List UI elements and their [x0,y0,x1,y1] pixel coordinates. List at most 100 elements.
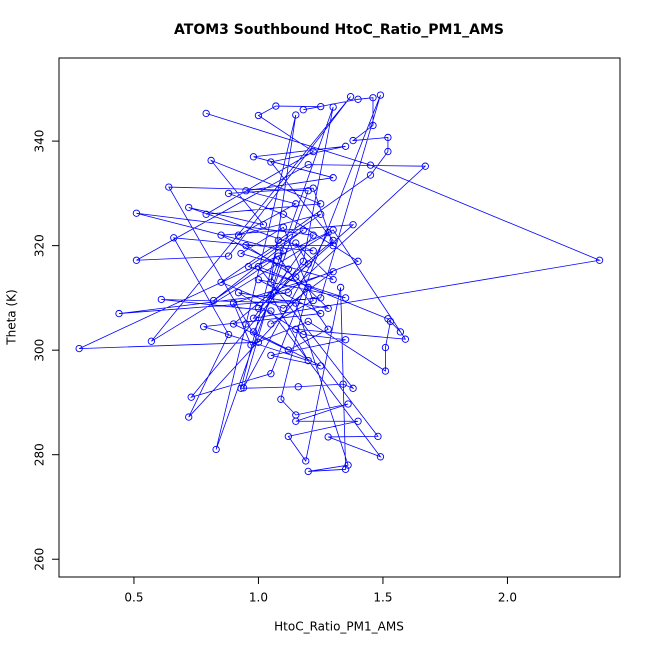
y-tick-label: 300 [33,339,47,362]
data-point [309,184,317,192]
data-point [217,278,225,286]
data-point [249,314,258,322]
y-tick-label: 320 [33,234,47,257]
data-point [341,142,350,150]
data-point [304,356,312,365]
data-point [595,256,604,264]
data-point [157,295,165,304]
y-tick-label: 340 [33,130,47,153]
x-axis-label: HtoC_Ratio_PM1_AMS [274,620,404,634]
data-point [324,325,332,333]
data-point [274,252,283,260]
data-point [185,203,193,212]
data-point [366,171,375,179]
data-point [381,367,390,375]
data-point [339,380,347,388]
data-point [336,283,345,292]
data-point [170,234,178,242]
data-point [254,275,263,284]
y-tick-label: 280 [33,443,47,466]
data-point [185,413,193,421]
series-line [79,94,602,472]
data-point [329,174,337,182]
data-point [369,94,377,102]
data-point [376,91,385,99]
data-point [267,351,275,360]
data-point [229,320,238,328]
data-point [366,161,375,169]
data-point [309,296,317,305]
data-point [224,252,233,260]
data-point [344,400,352,408]
data-point [267,278,275,286]
data-point [279,247,288,255]
data-point [304,467,312,476]
data-point [346,93,355,101]
data-point [247,341,255,349]
plot-frame [58,57,621,578]
data-point [292,239,300,247]
data-point [384,133,392,142]
data-point [304,283,312,292]
data-point [329,103,337,111]
data-point [242,187,250,195]
data-point [292,299,300,307]
data-point [284,432,292,441]
data-point [309,247,317,255]
data-point [279,210,288,218]
data-point [354,257,362,265]
data-point [244,262,253,271]
data-point [132,256,141,264]
x-tick-label: 1.5 [373,591,392,605]
data-point [317,210,325,218]
chart-title: ATOM3 Southbound HtoC_Ratio_PM1_AMS [174,22,504,38]
data-point [234,231,243,239]
data-point [242,320,250,328]
data-point [212,445,220,454]
data-point [341,294,350,302]
data-point [209,296,218,305]
data-point [349,384,357,392]
data-point [299,330,307,339]
data-point [317,362,325,370]
data-point [277,395,285,403]
data-point [254,262,263,271]
data-point [329,268,337,276]
data-point [329,275,337,284]
data-point [317,200,325,208]
data-point [207,156,215,165]
data-point [187,393,195,401]
data-point [329,236,337,245]
data-point [349,136,357,145]
data-point [249,153,258,161]
data-point [354,417,362,425]
data-point [309,231,317,239]
y-tick-label: 260 [33,548,47,571]
data-point [249,328,258,336]
data-point [381,343,390,352]
data-point [421,162,429,170]
data-point [202,109,210,118]
data-point [267,307,275,315]
data-point [132,209,141,217]
data-point [324,433,332,441]
data-point [254,338,263,346]
x-tick-label: 2.0 [498,591,517,605]
data-point [401,335,410,343]
data-point [299,226,307,234]
data-point [200,322,208,331]
x-tick-label: 1.0 [249,591,268,605]
data-point [115,309,123,318]
data-point [237,249,245,258]
data-point [304,160,312,169]
data-point [349,221,357,229]
data-point [384,147,392,156]
data-point [309,147,317,156]
data-point [224,330,233,339]
data-point [292,273,300,281]
data-point [329,226,337,234]
data-point [254,111,263,120]
data-point [317,102,325,111]
data-point [374,432,382,441]
